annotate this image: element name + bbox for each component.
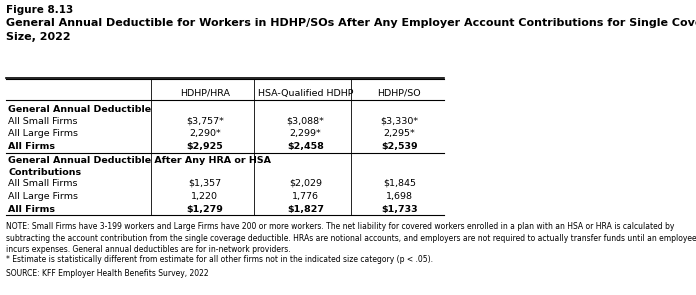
Text: 2,290*: 2,290* bbox=[189, 130, 221, 138]
Text: All Large Firms: All Large Firms bbox=[8, 130, 78, 138]
Text: All Small Firms: All Small Firms bbox=[8, 179, 77, 188]
Text: $1,827: $1,827 bbox=[287, 204, 324, 214]
Text: $2,029: $2,029 bbox=[289, 179, 322, 188]
Text: HSA-Qualified HDHP: HSA-Qualified HDHP bbox=[258, 89, 353, 98]
Text: SOURCE: KFF Employer Health Benefits Survey, 2022: SOURCE: KFF Employer Health Benefits Sur… bbox=[6, 269, 209, 278]
Text: $1,279: $1,279 bbox=[187, 204, 223, 214]
Text: $2,539: $2,539 bbox=[381, 142, 418, 151]
Text: General Annual Deductible for Workers in HDHP/SOs After Any Employer Account Con: General Annual Deductible for Workers in… bbox=[6, 19, 696, 42]
Text: NOTE: Small Firms have 3-199 workers and Large Firms have 200 or more workers. T: NOTE: Small Firms have 3-199 workers and… bbox=[6, 222, 696, 254]
Text: Figure 8.13: Figure 8.13 bbox=[6, 5, 73, 15]
Text: HDHP/HRA: HDHP/HRA bbox=[180, 89, 230, 98]
Text: $1,845: $1,845 bbox=[383, 179, 416, 188]
Text: General Annual Deductible After Any HRA or HSA
Contributions: General Annual Deductible After Any HRA … bbox=[8, 156, 271, 177]
Text: All Firms: All Firms bbox=[8, 204, 55, 214]
Text: $3,330*: $3,330* bbox=[380, 117, 418, 126]
Text: $3,088*: $3,088* bbox=[287, 117, 324, 126]
Text: 1,698: 1,698 bbox=[386, 192, 413, 201]
Text: $2,458: $2,458 bbox=[287, 142, 324, 151]
Text: HDHP/SO: HDHP/SO bbox=[377, 89, 421, 98]
Text: 2,299*: 2,299* bbox=[290, 130, 322, 138]
Text: All Small Firms: All Small Firms bbox=[8, 117, 77, 126]
Text: 1,220: 1,220 bbox=[191, 192, 219, 201]
Text: $2,925: $2,925 bbox=[187, 142, 223, 151]
Text: All Firms: All Firms bbox=[8, 142, 55, 151]
Text: $3,757*: $3,757* bbox=[186, 117, 223, 126]
Text: $1,357: $1,357 bbox=[188, 179, 221, 188]
Text: $1,733: $1,733 bbox=[381, 204, 418, 214]
Text: 2,295*: 2,295* bbox=[383, 130, 416, 138]
Text: 1,776: 1,776 bbox=[292, 192, 319, 201]
Text: All Large Firms: All Large Firms bbox=[8, 192, 78, 201]
Text: General Annual Deductible: General Annual Deductible bbox=[8, 105, 151, 114]
Text: * Estimate is statistically different from estimate for all other firms not in t: * Estimate is statistically different fr… bbox=[6, 255, 433, 264]
